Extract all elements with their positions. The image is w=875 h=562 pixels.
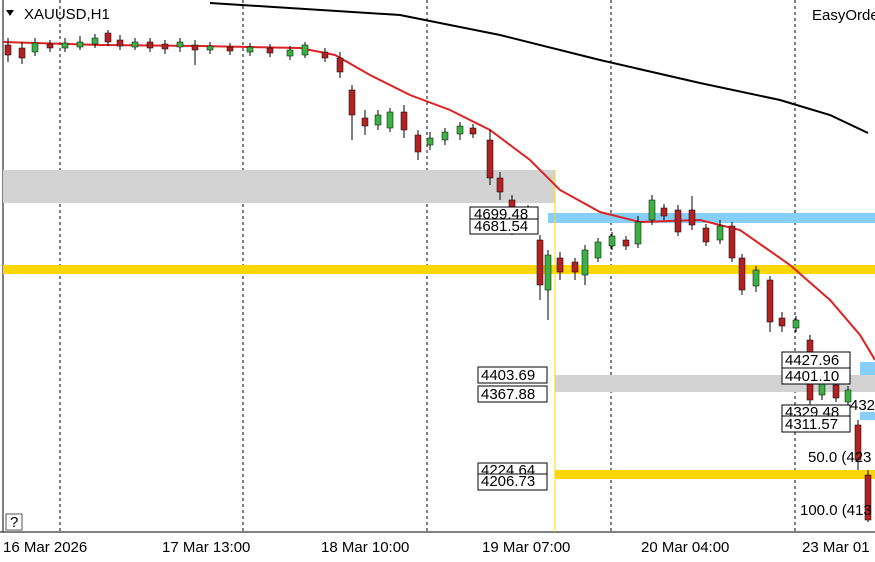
candle-body [688,209,696,226]
candle-body [571,261,579,273]
candle-body [854,424,862,461]
level-zone [860,412,875,420]
candle-body [374,114,382,126]
label-box [477,366,548,384]
label-box [781,415,851,433]
candle-body [674,209,682,233]
supply-zone [3,170,555,203]
price-labels: 4699.48 4681.54 4403.69 4367.88 4224.64 … [469,206,875,491]
candle-body [191,44,199,51]
slow-ma [209,2,869,134]
candle-body [778,317,786,327]
candle-body [321,51,329,59]
candle-body [206,45,214,51]
candle-body [266,47,274,54]
candle-body [441,131,449,141]
symbol-title: XAUUSD,H1 [24,6,110,23]
candle-body [648,199,656,221]
fib-label: 100.0 (413 [800,502,872,519]
candle-body [414,134,422,153]
candle-body [486,139,494,179]
candle-body [864,474,872,521]
candle-body [348,89,356,116]
candle-body [46,43,54,49]
level-zone [860,362,875,375]
candle-body [660,207,668,217]
candle-body [336,57,344,73]
price-label: 4311.57 [785,416,838,433]
candle-body [18,47,26,59]
candle-body [634,221,642,245]
help-button[interactable] [5,513,23,531]
candle-body [594,241,602,259]
candle-body [556,257,564,273]
candle-body [792,319,800,329]
candle-body [844,389,852,403]
price-label: 4427.96 [785,352,839,369]
candle-body [456,125,464,135]
candle-body [61,42,69,49]
label-box [781,367,851,385]
fast-ma [2,41,875,361]
candle-body [738,257,746,291]
x-tick-label: 16 Mar 2026 [3,539,87,556]
price-label: 4681.54 [474,218,528,235]
price-label: 4206.73 [481,473,535,490]
panel-button[interactable]: EasyOrde [812,7,875,24]
x-tick-label: 18 Mar 10:00 [321,539,409,556]
level-zone [548,213,875,223]
candle-body [146,41,154,49]
price-label: 4367.88 [481,386,535,403]
candle-body [91,37,99,45]
candle-body [286,49,294,57]
x-tick-label: 23 Mar 01 [802,539,870,556]
label-box [477,473,548,491]
price-label: 4401.10 [785,368,839,385]
candle-body [176,41,184,48]
fib-label: 50.0 (423 [808,449,871,466]
candle-body [581,249,589,276]
side-label: 432 [850,397,875,414]
candle-body [832,384,840,399]
candle-body [608,235,616,247]
label-box [469,218,539,235]
level-line [3,265,875,274]
candle-body [426,137,434,146]
level-line [555,470,875,479]
x-tick-label: 17 Mar 13:00 [162,539,250,556]
candle-body [246,46,254,53]
candle-body [728,225,736,259]
candle-body [766,279,774,323]
candle-body [104,32,112,43]
candle-body [544,254,552,291]
candle-body [116,39,124,47]
candle-body [226,46,234,52]
x-tick-label: 20 Mar 04:00 [641,539,729,556]
candle-body [752,269,760,287]
price-label: 4403.69 [481,367,535,384]
candle-body [496,177,504,193]
candle-body [386,111,394,129]
candle-body [536,239,544,286]
candle-body [301,44,309,56]
menu-arrow[interactable] [6,10,14,16]
candle-body [400,111,408,131]
label-box [477,385,548,403]
candle-body [702,227,710,243]
candle-body [161,43,169,50]
help-text[interactable]: ? [10,514,18,531]
candle-body [469,127,477,135]
candle-body [716,225,724,241]
candle-body [131,41,139,48]
candle-body [4,44,12,56]
candle-body [361,117,369,127]
x-tick-label: 19 Mar 07:00 [482,539,570,556]
candle-body [622,239,630,247]
time-axis: 16 Mar 2026 17 Mar 13:00 18 Mar 10:00 19… [3,539,870,556]
candle-body [76,41,84,48]
candle-body [31,42,39,53]
